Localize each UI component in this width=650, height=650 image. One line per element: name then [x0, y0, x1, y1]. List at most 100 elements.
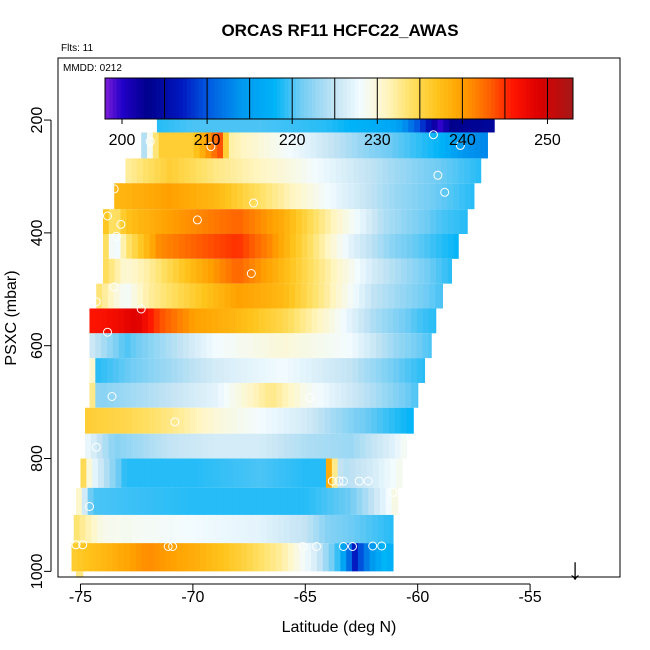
heatmap-cell [86, 458, 93, 488]
heatmap-cell [201, 158, 208, 184]
heatmap-cell [300, 158, 308, 184]
heatmap-cell [177, 382, 184, 408]
heatmap-cell [254, 234, 262, 259]
heatmap-cell [236, 158, 243, 184]
colorbar-swatch [206, 78, 211, 119]
colorbar-swatch [307, 78, 313, 119]
heatmap-cell [159, 358, 167, 383]
heatmap-cell [269, 132, 277, 159]
heatmap-cell [229, 543, 236, 572]
heatmap-cell [218, 283, 226, 309]
heatmap-cell [452, 158, 460, 184]
heatmap-cell [90, 433, 98, 459]
heatmap-cell [289, 209, 297, 235]
colorbar-tick-label: 250 [534, 132, 561, 149]
heatmap-cell [323, 333, 330, 359]
heatmap-cell [167, 209, 174, 235]
heatmap-cell [248, 433, 256, 459]
heatmap-cell [266, 183, 273, 210]
heatmap-cell [181, 487, 188, 515]
heatmap-cell [272, 433, 279, 459]
heatmap-cell [352, 543, 359, 572]
heatmap-cell [424, 234, 431, 259]
heatmap-cell [399, 308, 406, 334]
heatmap-cell [202, 234, 209, 259]
heatmap-cell [102, 407, 109, 434]
heatmap-cell [406, 234, 414, 259]
heatmap-cell [330, 158, 337, 184]
colorbar-swatch [300, 78, 305, 119]
heatmap-cell [126, 234, 133, 259]
heatmap-cell [371, 433, 378, 459]
heatmap-cell [101, 333, 108, 359]
heatmap-cell [167, 234, 174, 259]
heatmap-cell [153, 382, 161, 408]
heatmap-cell [270, 308, 278, 334]
heatmap-cell [236, 433, 244, 459]
heatmap-cell [317, 382, 324, 408]
heatmap-cell [307, 234, 314, 259]
heatmap-cell [201, 183, 209, 210]
heatmap-cell [118, 333, 126, 359]
heatmap-cell [147, 358, 155, 383]
heatmap-cell [399, 382, 406, 408]
heatmap-cell [325, 458, 333, 488]
heatmap-cell [301, 258, 309, 284]
heatmap-cell [188, 358, 196, 383]
heatmap-cell [336, 209, 344, 235]
heatmap-cell [289, 433, 296, 459]
heatmap-cell [131, 183, 139, 210]
heatmap-cell [172, 407, 180, 434]
heatmap-cell [270, 333, 278, 359]
heatmap-cell [165, 543, 172, 572]
heatmap-cell [89, 308, 96, 334]
heatmap-cell [101, 358, 108, 383]
heatmap-cell [305, 543, 312, 572]
heatmap-cell [141, 543, 149, 572]
heatmap-cell [316, 132, 323, 159]
heatmap-cell [184, 183, 191, 210]
sample-point [348, 542, 357, 551]
heatmap-cell [196, 183, 203, 210]
heatmap-cell [480, 132, 487, 159]
heatmap-cell [360, 234, 367, 259]
colorbar-swatch [155, 78, 161, 119]
heatmap-cell [190, 514, 198, 544]
heatmap-cell [254, 433, 261, 459]
heatmap-cell [108, 433, 115, 459]
heatmap-cell [196, 234, 203, 259]
heatmap-cell [318, 433, 326, 459]
heatmap-cell [375, 543, 382, 572]
heatmap-cell [334, 382, 342, 408]
colorbar-swatch [128, 78, 133, 119]
heatmap-cell [272, 234, 279, 259]
heatmap-cell [282, 308, 289, 334]
heatmap-cell [336, 433, 343, 459]
heatmap-cell [329, 308, 336, 334]
heatmap-cell [412, 209, 420, 235]
colorbar-swatch [268, 78, 274, 119]
heatmap-cell [201, 433, 209, 459]
heatmap-cell [114, 514, 122, 544]
heatmap-cell [323, 308, 330, 334]
heatmap-cell [346, 358, 354, 383]
heatmap-cell [352, 308, 359, 334]
colorbar-swatch [272, 78, 278, 119]
heatmap-cell [270, 358, 278, 383]
heatmap-cell [197, 458, 204, 488]
heatmap-cell [246, 543, 254, 572]
heatmap-cell [101, 308, 108, 334]
heatmap-cell [266, 234, 274, 259]
heatmap-cell [277, 433, 285, 459]
heatmap-cell [354, 258, 361, 284]
heatmap-cell [240, 543, 248, 572]
colorbar-swatch [463, 78, 469, 119]
heatmap-cell [155, 234, 162, 259]
heatmap-cell [368, 487, 375, 515]
heatmap-cell [196, 514, 203, 544]
x-tick-label: -75 [69, 589, 92, 606]
heatmap-cell [141, 132, 148, 159]
heatmap-cell [243, 258, 250, 284]
colorbar-tick-label: 240 [449, 132, 476, 149]
